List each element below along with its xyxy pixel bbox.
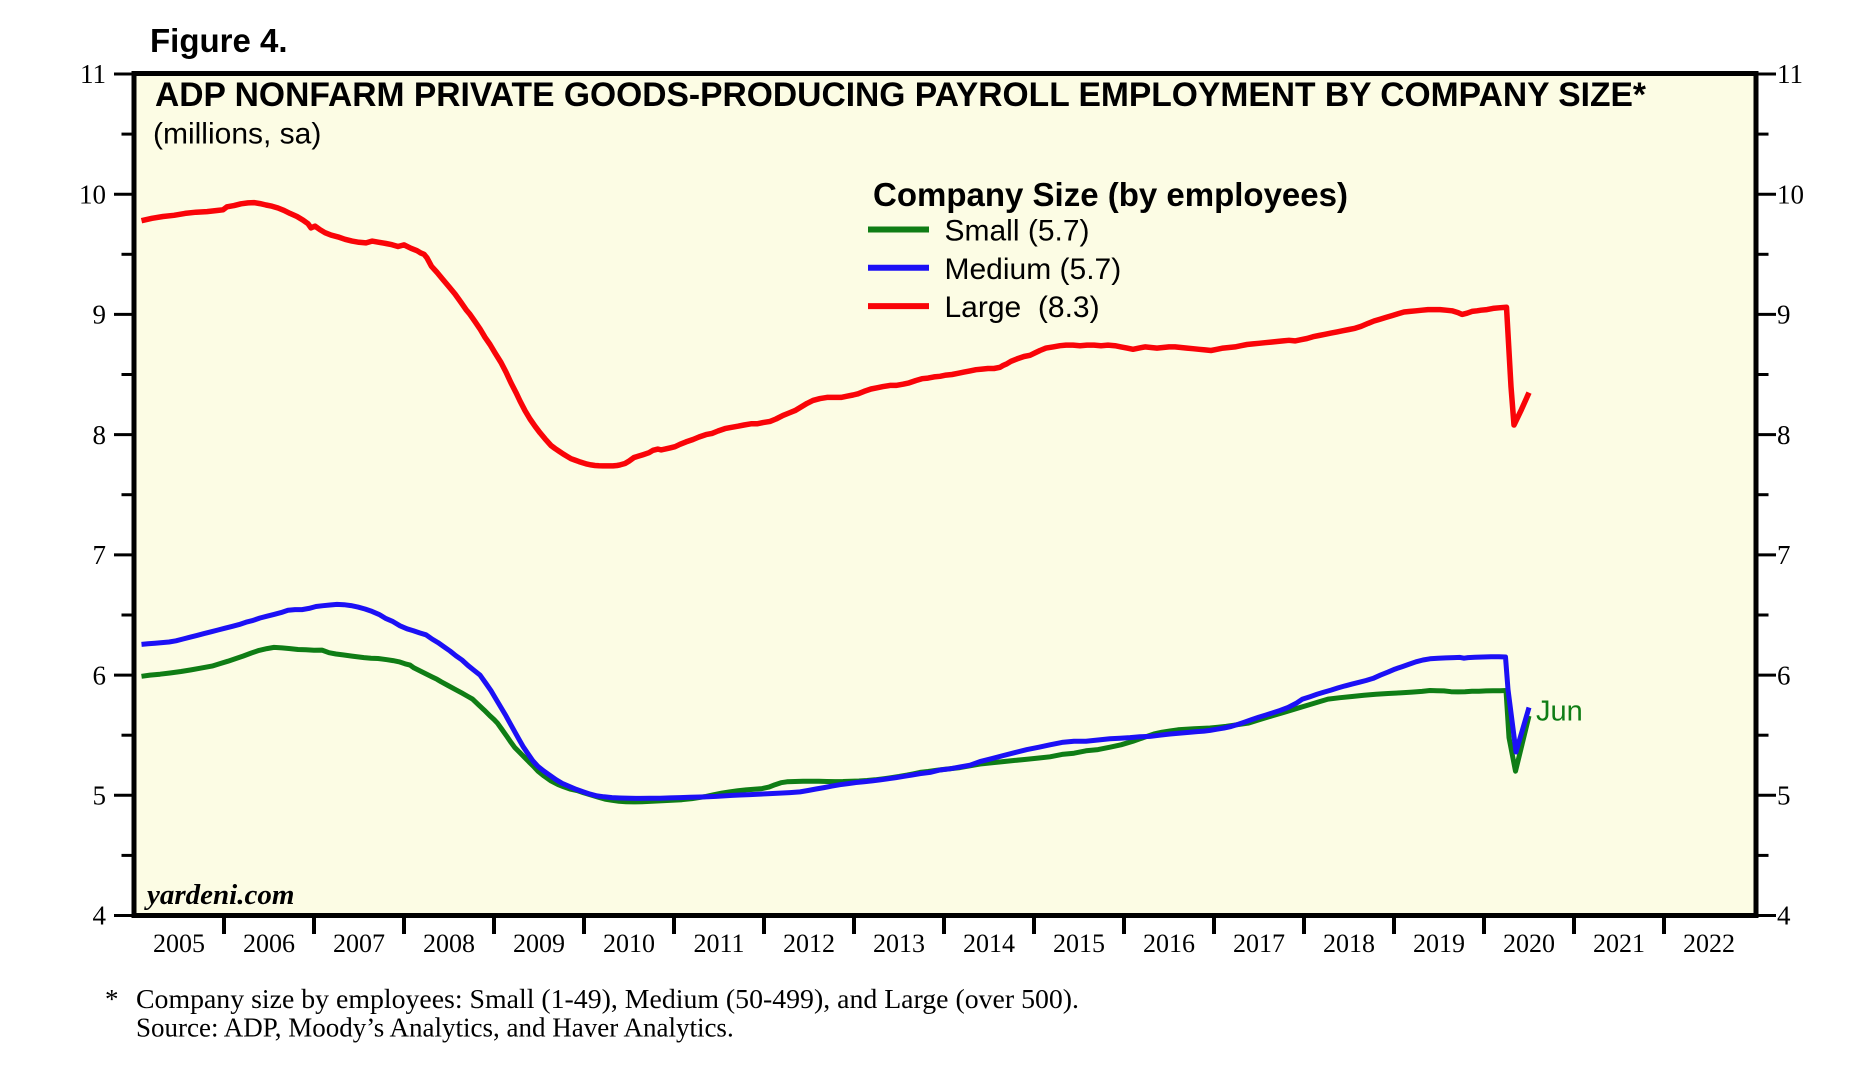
svg-text:7: 7 bbox=[93, 540, 107, 570]
svg-text:4: 4 bbox=[93, 901, 107, 931]
svg-text:2010: 2010 bbox=[603, 929, 655, 958]
svg-text:2019: 2019 bbox=[1413, 929, 1465, 958]
svg-text:2008: 2008 bbox=[423, 929, 475, 958]
svg-text:*: * bbox=[105, 984, 119, 1014]
svg-text:2011: 2011 bbox=[693, 929, 744, 958]
svg-text:9: 9 bbox=[1777, 300, 1791, 330]
svg-text:2020: 2020 bbox=[1503, 929, 1555, 958]
svg-text:Small (5.7): Small (5.7) bbox=[945, 215, 1090, 248]
svg-text:Company size by employees: Sma: Company size by employees: Small (1-49),… bbox=[136, 984, 1079, 1014]
svg-text:2012: 2012 bbox=[783, 929, 835, 958]
svg-text:8: 8 bbox=[1777, 420, 1791, 450]
svg-text:2015: 2015 bbox=[1053, 929, 1105, 958]
svg-text:7: 7 bbox=[1777, 540, 1791, 570]
svg-text:2018: 2018 bbox=[1323, 929, 1375, 958]
svg-text:2016: 2016 bbox=[1143, 929, 1195, 958]
svg-text:Company Size (by employees): Company Size (by employees) bbox=[873, 176, 1348, 213]
svg-text:2006: 2006 bbox=[243, 929, 295, 958]
svg-text:11: 11 bbox=[80, 59, 106, 89]
svg-text:2005: 2005 bbox=[153, 929, 205, 958]
svg-text:2022: 2022 bbox=[1683, 929, 1735, 958]
svg-text:(millions, sa): (millions, sa) bbox=[153, 118, 321, 151]
svg-text:4: 4 bbox=[1777, 901, 1791, 931]
svg-text:5: 5 bbox=[1777, 781, 1791, 811]
svg-text:6: 6 bbox=[93, 660, 107, 690]
svg-text:2007: 2007 bbox=[333, 929, 385, 958]
svg-text:2021: 2021 bbox=[1593, 929, 1645, 958]
svg-text:8: 8 bbox=[93, 420, 107, 450]
svg-text:2013: 2013 bbox=[873, 929, 925, 958]
svg-text:9: 9 bbox=[93, 300, 107, 330]
svg-text:Jun: Jun bbox=[1536, 696, 1583, 728]
svg-text:Medium (5.7): Medium (5.7) bbox=[945, 253, 1122, 286]
svg-text:2014: 2014 bbox=[963, 929, 1015, 958]
svg-text:6: 6 bbox=[1777, 660, 1791, 690]
svg-text:2009: 2009 bbox=[513, 929, 565, 958]
svg-text:10: 10 bbox=[79, 179, 106, 209]
svg-text:11: 11 bbox=[1777, 59, 1803, 89]
svg-text:Source: ADP, Moody’s Analytics: Source: ADP, Moody’s Analytics, and Have… bbox=[136, 1013, 734, 1043]
svg-text:5: 5 bbox=[93, 781, 107, 811]
svg-text:2017: 2017 bbox=[1233, 929, 1285, 958]
svg-text:Figure 4.: Figure 4. bbox=[150, 22, 288, 59]
svg-text:ADP NONFARM PRIVATE GOODS-PROD: ADP NONFARM PRIVATE GOODS-PRODUCING PAYR… bbox=[155, 76, 1647, 114]
svg-text:yardeni.com: yardeni.com bbox=[144, 879, 294, 911]
svg-text:Large (8.3): Large (8.3) bbox=[945, 291, 1100, 324]
svg-text:10: 10 bbox=[1777, 179, 1804, 209]
